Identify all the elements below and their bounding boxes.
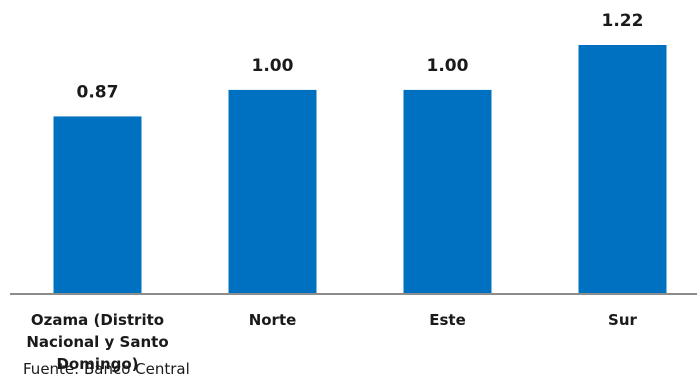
category-label-line: Ozama (Distrito xyxy=(31,311,164,329)
bar-2 xyxy=(403,89,492,294)
category-label-line: Este xyxy=(429,311,466,329)
value-labels-group: 0.87 1.00 1.00 1.22 xyxy=(77,11,644,102)
bar-1 xyxy=(228,89,317,294)
category-label-line: Sur xyxy=(608,311,637,329)
category-label-3: Sur xyxy=(608,311,637,329)
category-label-line: Domingo) xyxy=(56,355,138,373)
category-label-2: Este xyxy=(429,311,466,329)
bars-group xyxy=(53,45,667,295)
category-labels-group: Ozama (Distrito Nacional y Santo Domingo) N… xyxy=(26,311,637,373)
category-label-0: Ozama (Distrito Nacional y Santo Domingo) xyxy=(26,311,168,373)
value-label-0: 0.87 xyxy=(77,82,119,102)
bar-0 xyxy=(53,116,142,295)
category-label-line: Nacional y Santo xyxy=(26,333,168,351)
bar-3 xyxy=(578,45,667,294)
category-label-line: Norte xyxy=(249,311,297,329)
value-label-2: 1.00 xyxy=(427,56,469,76)
value-label-1: 1.00 xyxy=(252,56,294,76)
value-label-3: 1.22 xyxy=(602,11,644,31)
category-label-1: Norte xyxy=(249,311,297,329)
source-note: Fuente: Banco Central xyxy=(23,360,190,378)
